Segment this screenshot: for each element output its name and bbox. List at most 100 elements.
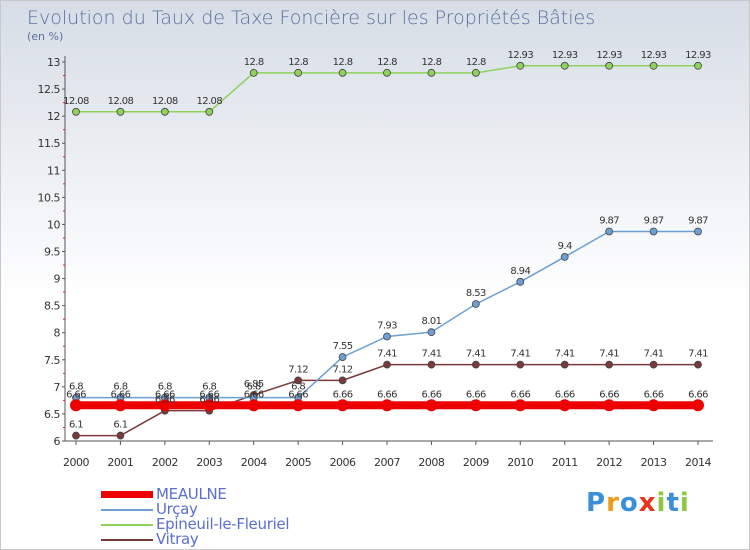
data-label: 7.55 <box>333 341 353 352</box>
data-point <box>383 360 391 369</box>
data-label: 6.56 <box>155 395 175 406</box>
data-label: 12.8 <box>466 57 486 68</box>
data-point <box>649 61 658 70</box>
data-label: 6.66 <box>555 389 575 400</box>
y-tick-label: 12.5 <box>38 83 61 96</box>
data-label: 6.8 <box>247 382 261 393</box>
y-tick-label: 11.5 <box>38 137 61 150</box>
data-point <box>694 227 702 236</box>
data-label: 6.66 <box>199 389 219 400</box>
x-tick-label: 2006 <box>330 456 356 469</box>
logo-letter: o <box>619 488 639 518</box>
legend-label: Urçay <box>156 500 198 518</box>
data-point <box>514 399 527 412</box>
data-label: 9.87 <box>644 215 664 226</box>
legend-item: Urçay <box>101 502 198 517</box>
y-tick-label: 8 <box>54 327 61 340</box>
x-tick-label: 2010 <box>507 456 533 469</box>
legend-item: Epineuil-le-Fleuriel <box>101 517 290 532</box>
data-point <box>471 68 480 77</box>
data-label: 6.66 <box>688 389 708 400</box>
x-tick-label: 2001 <box>107 456 133 469</box>
data-label: 7.93 <box>377 321 397 332</box>
x-tick-label: 2009 <box>463 456 489 469</box>
legend-swatch <box>101 508 153 511</box>
data-label: 8.01 <box>421 316 441 327</box>
x-tick-label: 2003 <box>196 456 222 469</box>
data-point <box>72 431 80 440</box>
data-label: 12.8 <box>244 57 264 68</box>
y-tick-label: 7.5 <box>44 354 60 367</box>
data-point <box>205 107 214 116</box>
data-label: 7.41 <box>555 349 575 360</box>
x-tick-label: 2008 <box>418 456 444 469</box>
data-point <box>338 353 347 361</box>
x-tick-label: 2004 <box>241 456 267 469</box>
data-point <box>605 360 614 369</box>
data-point <box>203 399 216 412</box>
data-point <box>338 376 347 385</box>
data-label: 12.8 <box>421 57 441 68</box>
data-point <box>160 107 169 116</box>
data-label: 6.66 <box>466 389 486 400</box>
data-point <box>72 107 80 116</box>
data-label: 12.93 <box>507 50 533 61</box>
legend-label: MEAULNE <box>156 485 227 503</box>
data-point <box>649 227 658 236</box>
data-point <box>249 68 258 77</box>
logo-letter: P <box>586 488 607 518</box>
x-tick-label: 2013 <box>641 456 667 469</box>
data-point <box>649 360 658 369</box>
data-label: 12.93 <box>552 50 578 61</box>
data-label: 9.4 <box>558 241 572 252</box>
logo-letter: i <box>656 488 667 518</box>
legend-item: Vitray <box>101 532 199 547</box>
data-label: 12.8 <box>333 57 353 68</box>
data-point <box>469 399 482 412</box>
x-tick-label: 2000 <box>63 456 89 469</box>
data-label: 6.66 <box>155 389 175 400</box>
data-point <box>471 360 480 369</box>
data-point <box>383 332 391 341</box>
data-point <box>294 376 303 385</box>
data-point <box>336 399 349 412</box>
logo-letter: t <box>666 488 680 518</box>
data-point <box>603 399 616 412</box>
y-tick-label: 11 <box>47 164 60 177</box>
data-point <box>383 68 391 77</box>
data-label: 12.08 <box>108 96 134 107</box>
x-tick-label: 2014 <box>685 456 711 469</box>
unit-label: (en %) <box>27 30 64 43</box>
y-tick-label: 8.5 <box>44 300 60 313</box>
data-point <box>338 68 347 77</box>
legend-swatch <box>101 491 153 498</box>
data-label: 6.8 <box>202 382 216 393</box>
data-label: 6.85 <box>244 379 264 390</box>
x-tick-label: 2007 <box>374 456 400 469</box>
data-label: 8.94 <box>510 266 530 277</box>
data-label: 7.41 <box>421 349 441 360</box>
data-label: 7.41 <box>377 349 397 360</box>
data-label: 6.66 <box>244 389 264 400</box>
data-label: 12.93 <box>641 50 667 61</box>
data-point <box>694 61 702 70</box>
data-label: 6.66 <box>288 389 308 400</box>
data-point <box>694 360 702 369</box>
y-tick-label: 6 <box>54 435 61 448</box>
data-point <box>294 68 303 77</box>
data-label: 6.8 <box>113 382 127 393</box>
y-tick-label: 10.5 <box>38 191 61 204</box>
data-label: 7.41 <box>466 349 486 360</box>
data-label: 6.66 <box>333 389 353 400</box>
y-tick-label: 10 <box>47 218 60 231</box>
data-label: 7.41 <box>688 349 708 360</box>
data-label: 12.93 <box>685 50 711 61</box>
data-label: 7.41 <box>510 349 530 360</box>
data-point <box>427 328 436 337</box>
data-label: 6.8 <box>158 382 172 393</box>
data-label: 6.66 <box>110 389 130 400</box>
data-label: 12.8 <box>377 57 397 68</box>
data-label: 12.93 <box>596 50 622 61</box>
